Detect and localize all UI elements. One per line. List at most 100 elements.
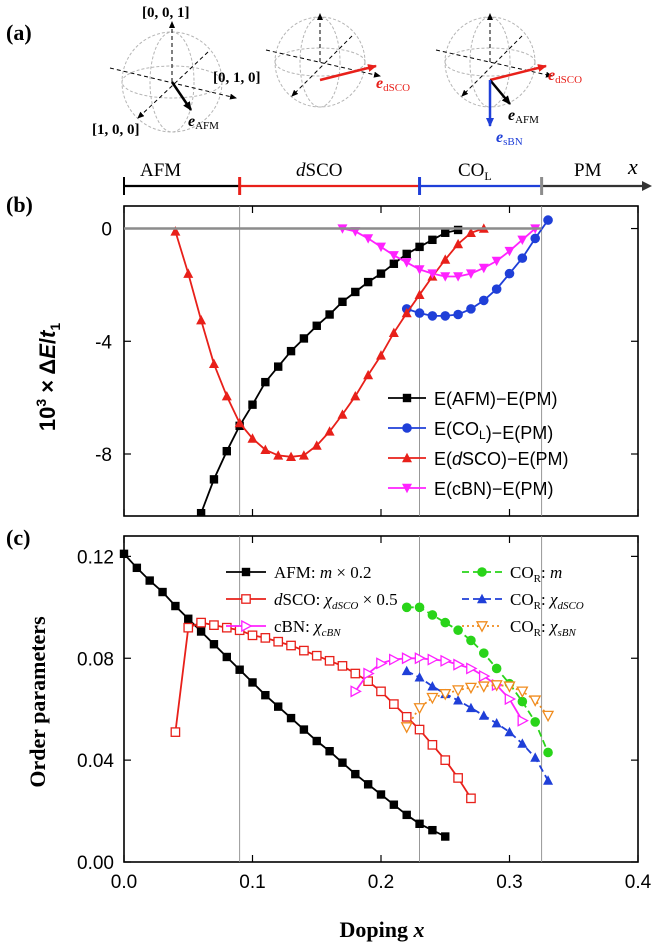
legend-b-marker [402, 393, 412, 403]
panel-b: (b) 103 × ΔE/t1 0 -4 -8 E(AFM)−E(PM) E(COL)−… [6, 192, 639, 517]
panel-c-ytick-label: 0.08 [77, 649, 114, 670]
series-c-point-0 [158, 587, 167, 597]
series-c-point-0 [184, 614, 193, 623]
panel-b-frame [123, 205, 639, 517]
phase-label-dsco: dSCO [296, 160, 342, 181]
series-c-point-0 [222, 652, 231, 662]
series-c-point-5 [400, 722, 413, 734]
series-b-point-2 [337, 409, 348, 419]
series-c-point-0 [376, 790, 386, 799]
series-c-point-2 [350, 685, 362, 698]
legend-b-marker [402, 483, 412, 494]
series-b-point-3 [401, 258, 412, 268]
phase-label-afm: AFM [140, 160, 181, 181]
series-b-point-1 [453, 309, 463, 320]
series-c-point-3 [491, 663, 502, 674]
series-c-point-3 [414, 602, 425, 613]
series-c-point-0 [415, 819, 424, 828]
panel-c-frame [123, 535, 639, 863]
series-b-point-0 [415, 242, 424, 252]
series-b-point-3 [453, 272, 464, 282]
series-c-point-1 [350, 668, 361, 679]
legend-b-part: d [452, 449, 463, 469]
legend-c-label: COR: m [510, 563, 562, 585]
legend-b-label: E(cBN)−E(PM) [434, 479, 554, 499]
series-c-point-0 [132, 563, 142, 573]
series-c-point-4 [517, 738, 528, 748]
legend-b-label: E(COL)−E(PM) [434, 419, 553, 443]
phase-label-col: COL [458, 160, 492, 183]
legend-b-part: E(cBN)−E(PM) [434, 479, 554, 499]
series-c-point-3 [543, 747, 553, 758]
series-c-point-2 [466, 662, 478, 675]
series-c-point-0 [338, 758, 347, 767]
series-b-point-3 [427, 269, 438, 279]
series-b-point-3 [440, 272, 451, 282]
series-c-point-3 [479, 648, 489, 658]
series-b-point-0 [261, 377, 270, 387]
series-b-point-1 [517, 253, 528, 263]
series-b-point-3 [363, 234, 374, 244]
series-b-point-0 [325, 310, 334, 319]
legend-c-part: CO [510, 590, 534, 609]
series-b-point-0 [286, 346, 296, 356]
series-c-point-0 [389, 800, 399, 809]
series-b-point-2 [324, 426, 335, 436]
panel-c-xtick-label: 0.3 [496, 872, 522, 893]
series-c-point-0 [325, 747, 334, 756]
legend-c-part: R [534, 573, 542, 585]
label-e-afm: eAFM [188, 113, 219, 132]
series-c-point-1 [414, 724, 425, 735]
phase-bar: AFM dSCO COL PM x [123, 154, 652, 195]
series-b-point-3 [504, 246, 515, 257]
series-c-point-0 [196, 627, 206, 636]
series-c-point-3 [466, 635, 476, 646]
legend-c-part: : [541, 617, 550, 636]
series-c-point-0 [235, 665, 244, 674]
label-e-sbn: esBN [496, 129, 523, 148]
series-c-point-0 [363, 780, 373, 789]
series-c-point-0 [402, 810, 411, 820]
series-c-point-5 [503, 681, 516, 693]
panel-c-ytick-label: 0.12 [77, 547, 114, 568]
legend-c-part: sBN [557, 627, 576, 639]
series-c-point-1 [273, 636, 284, 647]
series-c-point-0 [171, 601, 180, 611]
label-vec-001: [0, 0, 1] [142, 5, 190, 21]
series-b-line-1 [406, 219, 549, 317]
series-b-point-0 [196, 508, 206, 516]
series-b-point-0 [363, 277, 373, 287]
legend-b-part: E(AFM)−E(PM) [434, 389, 558, 409]
series-c-point-5 [426, 692, 439, 705]
series-c-point-5 [490, 680, 503, 692]
series-c-point-5 [529, 695, 542, 707]
panel-a-label: (a) [6, 20, 32, 45]
series-b-point-2 [465, 227, 476, 237]
legend-c-part: χ [323, 590, 333, 609]
series-c-point-1 [170, 727, 181, 737]
series-c-point-1 [247, 630, 258, 641]
series-b-point-2 [453, 238, 464, 249]
series-c-point-0 [351, 769, 360, 779]
legend-b-part: SCO)−E(PM) [462, 449, 569, 469]
series-b-point-1 [440, 311, 451, 321]
series-b-point-2 [273, 450, 284, 460]
label-e-dsco-2: edSCO [548, 67, 582, 86]
series-b-point-0 [222, 446, 231, 456]
series-c-point-1 [388, 699, 399, 709]
phase-label-pm: PM [574, 160, 602, 181]
series-c-point-0 [428, 825, 437, 835]
series-c-point-0 [299, 725, 309, 734]
series-b-point-2 [440, 254, 451, 264]
legend-c-label: COR: χsBN [510, 617, 576, 639]
series-b-point-1 [479, 295, 489, 306]
series-c-point-1 [337, 661, 348, 671]
panel-c-xtick-label: 0.0 [111, 872, 137, 893]
series-c-point-4 [465, 702, 476, 713]
label-e-afm-2: eAFM [508, 107, 539, 126]
panel-c-ytick-label: 0.00 [77, 853, 114, 874]
series-b-point-2 [208, 358, 219, 369]
series-c-point-1 [324, 655, 335, 666]
legend-c-part: m [550, 563, 562, 582]
